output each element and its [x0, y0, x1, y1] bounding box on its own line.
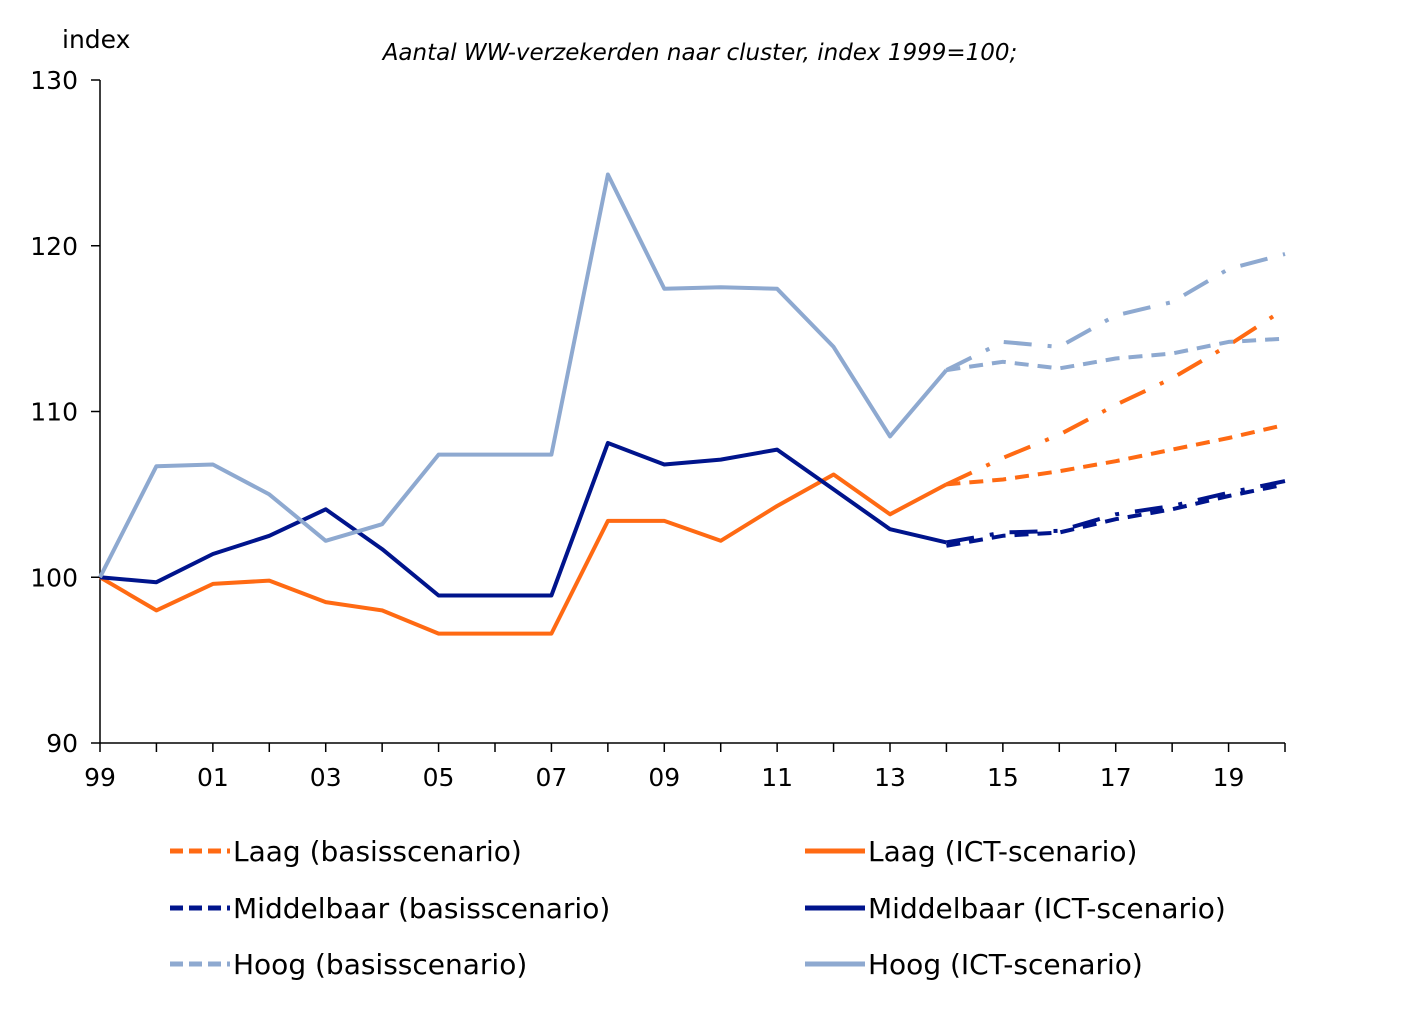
y-tick-label: 100: [30, 563, 78, 592]
series-layer: [98, 172, 1287, 636]
y-tick-label: 120: [30, 232, 78, 261]
series-line-hoog-ict-scenario: [98, 172, 948, 579]
x-tick-label: 99: [84, 763, 116, 792]
series-line-laag-basisscenario: [946, 422, 1286, 487]
x-tick-label: 09: [648, 763, 680, 792]
x-tick-label: 01: [197, 763, 229, 792]
series-line-hoog-ict-scenario-projectie: [945, 252, 1286, 372]
x-tick-label: 03: [310, 763, 342, 792]
series-line-middelbaar-basisscenario: [946, 482, 1286, 548]
series-line-laag-ict-scenario-projectie: [945, 307, 1287, 487]
legend-label-hoog-basisscenario: Hoog (basisscenario): [233, 948, 527, 981]
x-tick-label: 05: [423, 763, 455, 792]
series-line-laag-ict-scenario: [98, 472, 948, 636]
series-line-middelbaar-ict-scenario-projectie: [946, 479, 1286, 545]
series-line-hoog-basisscenario: [946, 336, 1286, 373]
y-axis-label: index: [62, 25, 130, 54]
legend-label-laag-ict-scenario: Laag (ICT-scenario): [868, 835, 1137, 868]
x-tick-label: 15: [987, 763, 1019, 792]
chart-title: Aantal WW-verzekerden naar cluster, inde…: [381, 40, 1018, 66]
x-tick-label: 11: [761, 763, 793, 792]
legend-label-hoog-ict-scenario: Hoog (ICT-scenario): [868, 948, 1143, 981]
legend: Laag (basisscenario) Laag (ICT-scenario) M…: [170, 835, 1226, 981]
y-tick-label: 110: [30, 398, 78, 427]
legend-label-middelbaar-ict-scenario: Middelbaar (ICT-scenario): [868, 892, 1226, 925]
x-tick-label: 19: [1213, 763, 1245, 792]
legend-label-laag-basisscenario: Laag (basisscenario): [233, 835, 522, 868]
legend-label-middelbaar-basisscenario: Middelbaar (basisscenario): [233, 892, 610, 925]
axes: 90 100 110 120 130 99 01 03 05 07 09 11 13 15 17 19: [30, 66, 1286, 792]
x-tick-label: 07: [536, 763, 568, 792]
series-line-middelbaar-ict-scenario: [99, 441, 947, 598]
y-tick-label: 90: [46, 729, 78, 758]
x-tick-label: 17: [1100, 763, 1132, 792]
x-tick-label: 13: [874, 763, 906, 792]
y-tick-label: 130: [30, 66, 78, 95]
